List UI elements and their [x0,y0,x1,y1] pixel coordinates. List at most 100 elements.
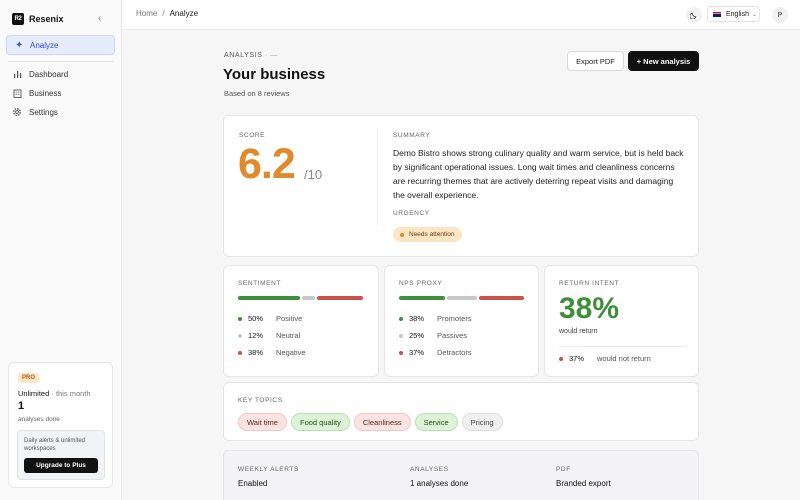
sentiment-row-label: Negative [276,348,306,357]
urgency-label: URGENCY [393,210,430,217]
feature-label: ANALYSES [410,466,449,473]
nps-row-label: Detractors [437,348,472,357]
pro-badge: PRO [18,373,40,383]
brand-logo: R2 [12,13,24,25]
export-pdf-button[interactable]: Export PDF [567,51,624,71]
sidebar-item-label: Dashboard [29,69,69,79]
breadcrumb-home[interactable]: Home [136,9,158,18]
status-dot [238,350,242,355]
topic-chip[interactable]: Pricing [461,413,503,431]
topic-chip[interactable]: Wait time [238,413,287,431]
not-return-label: would not return [597,354,651,363]
sentiment-rows: 50% Positive 12% Neutral 38% Negative [238,310,306,361]
moon-icon [689,6,698,24]
plan-features-strip: WEEKLY ALERTS Enabled ANALYSES 1 analyse… [223,450,699,500]
sidebar-item-label: Business [29,88,62,98]
sentiment-bar-segment [238,296,300,300]
eyebrow-suffix: · — [265,52,279,59]
page-subtitle: Based on 8 reviews [224,89,290,98]
feature-analyses: ANALYSES 1 analyses done [410,466,468,488]
nps-rows: 38% Promoters 25% Passives 37% Detractors [399,310,472,361]
return-intent-sub: would return [559,328,598,335]
plan-card: PRO Unlimited · this month 1 analyses do… [8,362,113,488]
return-intent-label: RETURN INTENT [559,280,620,287]
breadcrumb-current: Analyze [169,9,199,18]
chevron-left-icon[interactable]: ‹ [98,13,102,24]
sidebar-divider [8,61,114,62]
upgrade-button[interactable]: Upgrade to Plus [24,458,98,473]
new-analysis-button[interactable]: + New analysis [628,51,699,71]
summary-text: Demo Bistro shows strong culinary qualit… [393,148,684,200]
avatar[interactable]: P [772,7,788,23]
score-out-of: /10 [304,167,323,182]
sidebar-item-business[interactable]: Business [12,86,112,100]
page-eyebrow: ANALYSIS · — [224,52,278,59]
sidebar-item-settings[interactable]: Settings [12,105,112,119]
plan-line: Unlimited · this month [18,389,91,398]
feature-pdf: PDF Branded export [556,466,611,488]
summary-label: SUMMARY [393,132,431,139]
page-title: Your business [223,66,326,83]
chevron-down-icon: ⌄ [751,11,757,18]
status-dot [559,356,563,361]
not-return-row: 37% would not return [559,350,651,367]
key-topics-label: KEY TOPICS [238,397,283,404]
sentiment-bar [238,296,365,300]
theme-toggle-button[interactable] [686,7,702,23]
sidebar-item-analyze[interactable]: ✦ Analyze [6,35,115,55]
nps-row: 25% Passives [399,327,472,344]
topic-chip[interactable]: Service [414,413,458,431]
sentiment-row-label: Neutral [276,331,301,340]
score-value: 6.2 [238,140,296,188]
topic-list: Wait time Food quality Cleanliness Service P… [238,413,507,431]
nps-pct: 37% [409,348,425,357]
upsell-text: Daily alerts & unlimited workspaces [24,438,86,452]
topbar: Home / Analyze English ⌄ P [122,0,800,30]
brand[interactable]: R2 Resenix [12,13,64,25]
sentiment-bar-segment [317,296,363,300]
nps-row-label: Passives [437,331,468,340]
sidebar: R2 Resenix ‹ ✦ Analyze Dashboard Busines… [0,0,122,500]
sentiment-row: 50% Positive [238,310,306,327]
plan-name: Unlimited [18,389,50,398]
urgency-badge: Needs attention [393,227,462,242]
nps-bar-segment [399,296,445,300]
nps-card: NPS PROXY 38% Promoters 25% Passives 37% Detr… [384,265,539,377]
sidebar-item-dashboard[interactable]: Dashboard [12,67,112,81]
sentiment-row-label: Positive [276,314,303,323]
nps-row-label: Promoters [437,314,472,323]
flag-icon [713,11,721,17]
breadcrumb-separator: / [162,9,165,18]
nps-pct: 38% [409,314,425,323]
return-intent-card: RETURN INTENT 38% would return 37% would… [544,265,699,377]
plan-count: 1 [18,400,25,412]
status-dot [399,316,403,321]
language-select[interactable]: English ⌄ [707,6,760,22]
feature-value: Branded export [556,479,611,488]
sentiment-card: SENTIMENT 50% Positive 12% Neutral 38% Negati… [223,265,379,377]
nps-label: NPS PROXY [399,280,443,287]
feature-label: PDF [556,466,571,473]
nps-row: 37% Detractors [399,344,472,361]
brand-name: Resenix [29,14,64,24]
sentiment-pct: 12% [248,331,264,340]
sentiment-label: SENTIMENT [238,280,281,287]
feature-value: 1 analyses done [410,479,469,488]
score-card: SCORE 6.2 /10 SUMMARY Demo Bistro shows … [223,115,699,257]
language-label: English [726,10,749,18]
feature-label: WEEKLY ALERTS [238,466,299,473]
topic-chip[interactable]: Cleanliness [353,413,411,431]
topic-chip[interactable]: Food quality [290,413,350,431]
sparkle-icon: ✦ [15,39,24,51]
sentiment-pct: 38% [248,348,264,357]
nps-row: 38% Promoters [399,310,472,327]
status-dot [238,316,242,321]
score-label: SCORE [239,132,266,139]
eyebrow-label: ANALYSIS [224,52,263,59]
plan-period: · this month [51,389,91,398]
nps-bar-segment [447,296,477,300]
sentiment-row: 12% Neutral [238,327,306,344]
gear-icon [12,107,22,117]
nps-bar-segment [479,296,524,300]
key-topics-card: KEY TOPICS Wait time Food quality Cleanlin… [223,382,699,441]
